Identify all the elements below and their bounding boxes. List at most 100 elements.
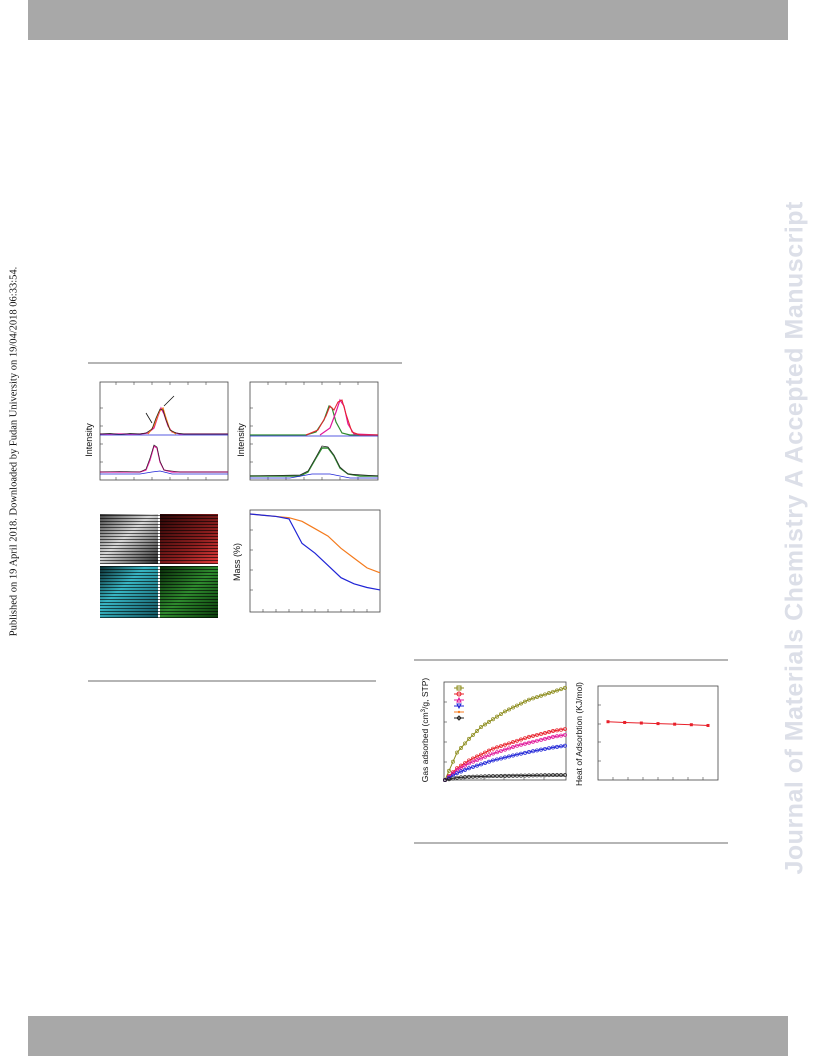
heat-point-1 bbox=[623, 720, 627, 724]
isotherm-point-1-13 bbox=[495, 745, 499, 750]
map-scanlines bbox=[100, 514, 218, 618]
journal-watermark: Journal of Materials Chemistry A Accepte… bbox=[780, 201, 809, 875]
isotherm-point-3-30 bbox=[563, 743, 567, 748]
panel-b: Intensity bbox=[236, 381, 379, 481]
isotherm-point-0-9 bbox=[479, 725, 483, 730]
isotherm-point-4-0 bbox=[443, 778, 447, 782]
isotherm-point-2-5 bbox=[463, 763, 467, 768]
isotherm-point-2-8 bbox=[475, 758, 479, 763]
isotherm-point-2-19 bbox=[519, 742, 523, 747]
publication-note: Published on 19 April 2018. Downloaded b… bbox=[8, 266, 20, 637]
isotherm-point-2-4 bbox=[459, 765, 463, 770]
header-bar bbox=[28, 0, 788, 40]
isotherm-point-3-23 bbox=[535, 748, 539, 753]
isotherm-point-2-29 bbox=[559, 733, 563, 738]
isotherm-point-4-19 bbox=[519, 773, 523, 778]
isotherm-point-0-2 bbox=[451, 759, 455, 764]
isotherm-point-1-14 bbox=[499, 744, 503, 748]
isotherm-point-2-28 bbox=[555, 734, 559, 739]
isotherm-point-3-9 bbox=[479, 762, 483, 767]
isotherm-point-0-29 bbox=[559, 687, 563, 692]
isotherm-point-0-16 bbox=[507, 707, 511, 712]
isotherm-point-4-22 bbox=[531, 773, 535, 778]
tga-series-blue bbox=[249, 513, 381, 591]
isotherm-point-2-12 bbox=[491, 751, 495, 756]
isotherm-point-0-17 bbox=[511, 705, 515, 710]
isotherm-point-0-30 bbox=[563, 685, 567, 690]
isotherm-point-3-4 bbox=[459, 769, 463, 774]
isotherm-point-1-29 bbox=[559, 727, 563, 732]
isotherm-point-4-5 bbox=[463, 775, 467, 780]
isotherm-point-4-14 bbox=[499, 773, 503, 778]
isotherm-point-3-25 bbox=[543, 746, 547, 751]
isotherm-point-4-12 bbox=[491, 774, 495, 779]
isotherm-point-0-21 bbox=[527, 697, 531, 702]
isotherm-point-0-5 bbox=[463, 741, 467, 746]
isotherm-point-0-8 bbox=[475, 729, 479, 733]
isotherm-point-0-6 bbox=[467, 736, 471, 741]
isotherm-point-1-27 bbox=[551, 729, 555, 733]
isotherm-point-4-18 bbox=[515, 773, 519, 778]
isotherm-point-4-7 bbox=[471, 774, 475, 779]
isotherm-point-3-14 bbox=[499, 756, 503, 761]
isotherm-line-3 bbox=[444, 745, 566, 781]
panel-b-lower-data bbox=[249, 445, 379, 477]
isotherm-point-4-30 bbox=[563, 773, 567, 778]
isotherm-point-2-21 bbox=[527, 740, 531, 745]
heat-ylabel: Heat of Adsorbtion (KJ/mol) bbox=[574, 682, 584, 786]
legend-orange bbox=[454, 710, 464, 714]
isotherm-point-3-17 bbox=[511, 753, 515, 758]
isotherm-point-3-21 bbox=[527, 750, 531, 754]
isotherm-point-4-20 bbox=[523, 773, 527, 778]
isotherm-point-3-28 bbox=[555, 744, 559, 749]
isotherm-line-1 bbox=[444, 728, 566, 781]
isotherm-point-4-1 bbox=[447, 777, 451, 782]
isotherm-point-1-20 bbox=[523, 736, 527, 741]
isotherm-point-3-20 bbox=[523, 750, 527, 755]
isotherm-point-2-20 bbox=[523, 741, 527, 746]
isotherm-point-4-24 bbox=[539, 773, 543, 778]
isotherm-point-3-7 bbox=[471, 764, 475, 769]
panel-a: Intensity bbox=[84, 381, 229, 481]
isotherm-point-0-18 bbox=[515, 703, 519, 708]
isotherm-point-3-29 bbox=[559, 744, 563, 749]
isotherm-point-1-17 bbox=[511, 740, 515, 745]
heat-point-2 bbox=[639, 721, 643, 725]
isotherm-point-2-15 bbox=[503, 747, 507, 752]
panel-a-arrow-1 bbox=[145, 412, 153, 424]
panel-a-arrow-2 bbox=[163, 395, 175, 407]
isotherm-point-3-3 bbox=[455, 771, 459, 776]
isotherm-point-0-20 bbox=[523, 699, 527, 704]
isotherm-point-0-14 bbox=[499, 712, 503, 716]
panel-b-lower-base bbox=[250, 473, 378, 479]
isotherm-line-2 bbox=[444, 734, 566, 781]
isotherm-point-1-5 bbox=[463, 761, 467, 765]
isotherm-point-4-25 bbox=[543, 773, 547, 778]
heat-point-4 bbox=[673, 722, 677, 726]
isotherm-point-0-1 bbox=[447, 768, 451, 773]
isotherm-point-0-15 bbox=[503, 709, 507, 714]
isotherm-point-0-28 bbox=[555, 688, 559, 693]
isotherm-point-1-26 bbox=[547, 730, 551, 734]
isotherm-ylabel: Gas adsorbed (cm3/g, STP) bbox=[420, 678, 430, 783]
isotherm-point-1-22 bbox=[531, 733, 535, 738]
isotherm-point-1-18 bbox=[515, 738, 519, 743]
heat-chart: Heat of Adsorbtion (KJ/mol) bbox=[574, 682, 719, 786]
panel-b-upper-red bbox=[305, 399, 378, 436]
legend-black bbox=[454, 715, 464, 721]
isotherm-point-1-16 bbox=[507, 741, 511, 746]
isotherm-point-3-22 bbox=[531, 749, 535, 754]
isotherm-point-2-14 bbox=[499, 748, 503, 753]
isotherm-point-1-9 bbox=[479, 752, 483, 757]
isotherm-point-4-27 bbox=[551, 773, 555, 778]
isotherm-point-0-24 bbox=[539, 693, 543, 698]
isotherm-point-0-10 bbox=[483, 722, 487, 727]
heat-point-6 bbox=[706, 723, 710, 727]
tga-series-orange bbox=[249, 513, 381, 574]
figure1: Intensity Intensity bbox=[84, 381, 381, 618]
isotherm-point-2-23 bbox=[535, 738, 539, 743]
figure2-bottom-rule bbox=[414, 842, 728, 844]
isotherm-point-1-12 bbox=[491, 746, 495, 751]
isotherm-line-4 bbox=[444, 774, 565, 781]
isotherm-point-4-13 bbox=[495, 774, 499, 778]
